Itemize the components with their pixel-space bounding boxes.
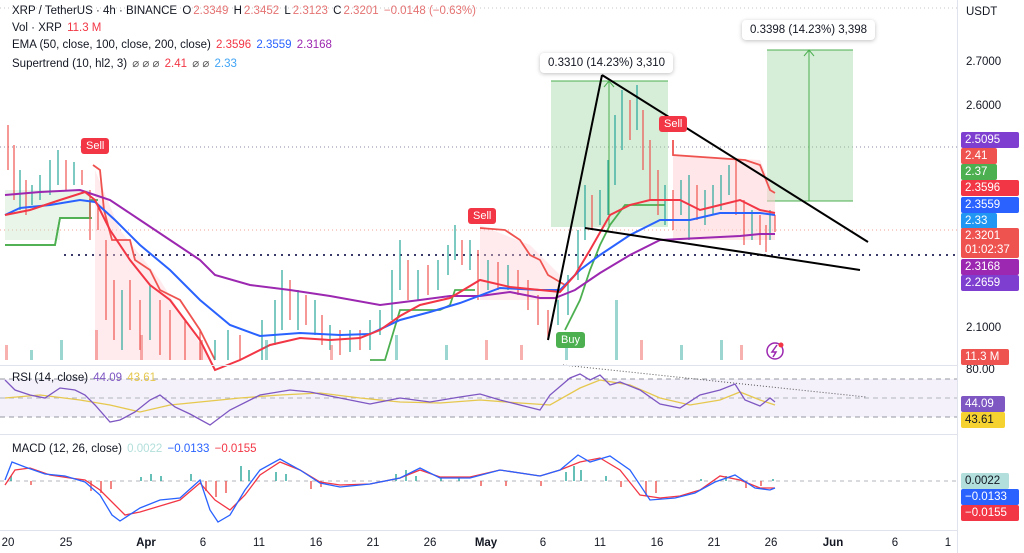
candle-countdown: 01:02:37 xyxy=(965,244,1010,256)
tag-macd-signal: −0.0155 xyxy=(961,505,1019,521)
sell-signal-3: Sell xyxy=(659,116,688,132)
rsi-value: 44.09 xyxy=(93,372,123,384)
price-axis[interactable]: USDT 2.7000 2.6000 2.2000 2.1000 80.00 2… xyxy=(957,0,1024,553)
change-value: −0.0148 (−0.63%) xyxy=(383,5,476,17)
symbol-title: XRP / TetherUS · 4h · BINANCE xyxy=(12,5,178,17)
ema-200-line xyxy=(4,188,775,307)
trend-line-up xyxy=(547,74,603,341)
ema50-value: 2.3596 xyxy=(216,39,252,51)
high-value: 2.3452 xyxy=(243,5,280,17)
tag-supertrend-up: 2.37 xyxy=(961,164,997,180)
tag-supertrend-blue: 2.33 xyxy=(961,213,997,229)
tag-rsi: 44.09 xyxy=(961,396,1005,412)
volume-value: 11.3 M xyxy=(67,22,102,34)
measure-callout-1: 0.3310 (14.23%) 3,310 xyxy=(540,53,674,73)
supertrend-legend[interactable]: Supertrend (10, hl2, 3) ⌀ ⌀ ⌀ 2.41 ⌀ ⌀ 2… xyxy=(12,58,237,70)
rsi-ma-line xyxy=(4,379,776,413)
tag-supertrend-down: 2.41 xyxy=(961,148,997,164)
rsi-pane-separator[interactable] xyxy=(0,365,1024,366)
price-chart-canvas[interactable] xyxy=(0,0,957,530)
ema200-value: 2.3168 xyxy=(296,39,332,51)
open-value: 2.3349 xyxy=(193,5,229,17)
macd-value: −0.0133 xyxy=(167,443,210,455)
macd-legend[interactable]: MACD (12, 26, close) 0.0022 −0.0133 −0.0… xyxy=(12,443,257,455)
rsi-line xyxy=(4,373,776,426)
tag-support: 2.2659 xyxy=(961,275,1019,291)
buy-signal: Buy xyxy=(556,332,585,348)
macd-line xyxy=(4,454,776,523)
triangle-lower-line xyxy=(584,227,861,271)
low-value: 2.3123 xyxy=(292,5,328,17)
rsi-ma-value: 43.61 xyxy=(127,372,157,384)
supertrend-red-value: 2.41 xyxy=(164,58,188,70)
time-axis[interactable]: 20 25 Apr 6 11 16 21 26 May 6 11 16 21 2… xyxy=(0,530,957,553)
ema-legend[interactable]: EMA (50, close, 100, close, 200, close) … xyxy=(12,39,332,51)
tag-ema100: 2.3559 xyxy=(961,197,1019,213)
tag-volume: 11.3 M xyxy=(961,349,1009,365)
macd-hist-value: 0.0022 xyxy=(127,443,163,455)
currency-label: USDT xyxy=(966,6,998,18)
triangle-upper-line xyxy=(601,74,869,243)
measure-callout-2: 0.3398 (14.23%) 3,398 xyxy=(742,20,876,40)
lightning-alert-icon xyxy=(766,342,784,360)
tag-macd: −0.0133 xyxy=(961,489,1019,505)
sell-signal-1: Sell xyxy=(81,138,110,154)
tag-ema50: 2.3596 xyxy=(961,180,1019,196)
long-position-box-2 xyxy=(767,50,853,201)
ema-100-line xyxy=(4,198,776,338)
volume-legend[interactable]: Vol · XRP 11.3 M xyxy=(12,22,102,34)
macd-pane-separator[interactable] xyxy=(0,434,1024,435)
sell-signal-2: Sell xyxy=(468,208,497,224)
ema-50-line xyxy=(4,190,776,372)
tag-resistance: 2.5095 xyxy=(961,132,1019,148)
close-value: 2.3201 xyxy=(343,5,379,17)
macd-signal-value: −0.0155 xyxy=(214,443,257,455)
macd-signal-line xyxy=(4,457,775,516)
tag-rsi-ma: 43.61 xyxy=(961,412,1005,428)
tag-last-price: 2.3201 01:02:37 xyxy=(961,228,1019,258)
tag-ema200: 2.3168 xyxy=(961,259,1019,275)
supertrend-blue-value: 2.33 xyxy=(214,58,237,70)
tag-macd-hist: 0.0022 xyxy=(961,473,1009,489)
ema100-value: 2.3559 xyxy=(256,39,292,51)
rsi-legend[interactable]: RSI (14, close) 44.09 43.61 xyxy=(12,372,157,384)
